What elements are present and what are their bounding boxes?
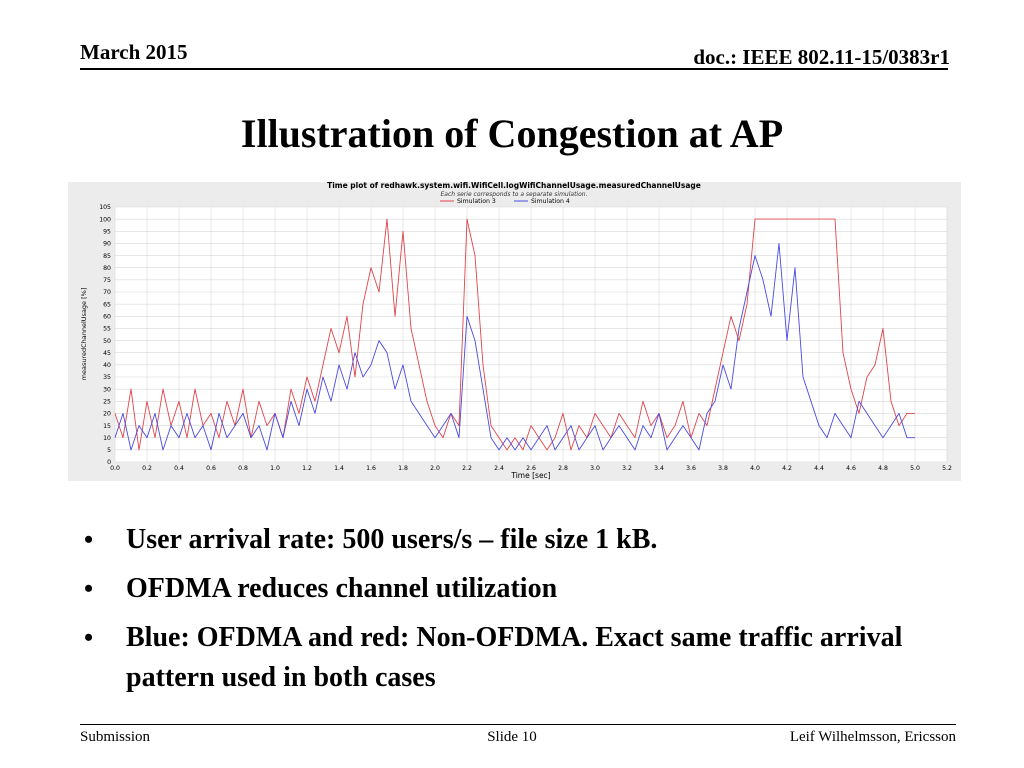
x-tick-label: 4.0 [750,465,760,472]
x-tick-label: 0.2 [142,465,152,472]
y-tick-label: 60 [103,313,111,320]
y-tick-label: 10 [103,435,111,442]
y-tick-label: 90 [103,241,111,248]
bullet-text: User arrival rate: 500 users/s – file si… [126,524,658,555]
x-axis-label: Time [sec] [510,471,550,480]
x-tick-label: 0.6 [206,465,216,472]
x-tick-label: 2.4 [494,465,504,472]
x-tick-label: 4.8 [878,465,888,472]
legend-label: Simulation 4 [531,198,570,205]
bullet-item: • Blue: OFDMA and red: Non-OFDMA. Exact … [84,618,944,698]
chart-title: Time plot of redhawk.system.wifi.WifiCel… [327,182,701,190]
series-line-1 [114,218,915,451]
legend-label: Simulation 3 [457,198,496,205]
y-tick-label: 30 [103,386,111,393]
y-tick-label: 70 [103,289,111,296]
y-tick-label: 45 [103,350,111,357]
y-tick-label: 50 [103,338,111,345]
y-ticks: 0 5 10 15 20 25 30 35 40 45 50 55 60 65 70 75 80 85 90 95 10… [99,204,111,466]
y-tick-label: 35 [103,374,111,381]
y-tick-label: 75 [103,277,111,284]
x-tick-label: 0.8 [238,465,248,472]
header-rule [80,68,948,70]
x-tick-label: 5.2 [942,465,952,472]
x-tick-label: 4.4 [814,465,824,472]
x-tick-label: 4.6 [846,465,856,472]
x-tick-label: 2.8 [558,465,568,472]
y-tick-label: 55 [103,326,111,333]
bullet-item: • OFDMA reduces channel utilization [84,569,944,609]
header-doc-id: doc.: IEEE 802.11-15/0383r1 [693,45,950,69]
footer-rule [80,724,956,725]
x-tick-label: 1.0 [270,465,280,472]
bullet-dot-icon: • [84,623,94,652]
x-tick-label: 2.2 [462,465,472,472]
time-plot-chart: Time plot of redhawk.system.wifi.WifiCel… [80,182,952,480]
x-tick-label: 1.4 [334,465,344,472]
series-group [114,218,915,451]
x-tick-label: 0.4 [174,465,184,472]
y-tick-label: 20 [103,411,111,418]
x-tick-label: 2.6 [526,465,536,472]
y-tick-label: 105 [99,204,111,211]
footer-submission: Submission [80,729,151,745]
y-tick-label: 0 [107,459,111,466]
x-tick-label: 1.6 [366,465,376,472]
x-tick-label: 3.6 [686,465,696,472]
y-tick-label: 25 [103,398,111,405]
x-tick-label: 5.0 [910,465,920,472]
bullet-text: OFDMA reduces channel utilization [126,573,558,604]
y-tick-label: 65 [103,301,111,308]
x-tick-label: 4.2 [782,465,792,472]
x-tick-label: 1.2 [302,465,312,472]
bullet-list: • User arrival rate: 500 users/s – file … [84,520,944,707]
chart-legend: Simulation 3 Simulation 4 [440,198,570,205]
y-tick-label: 95 [103,228,111,235]
y-tick-label: 80 [103,265,111,272]
x-tick-label: 0.0 [110,465,120,472]
bullet-item: • User arrival rate: 500 users/s – file … [84,520,944,560]
x-tick-label: 3.2 [622,465,632,472]
x-tick-label: 2.0 [430,465,440,472]
x-tick-label: 3.4 [654,465,664,472]
series-line-2 [114,242,915,451]
x-tick-label: 1.8 [398,465,408,472]
grid [114,206,948,463]
bullet-text: Blue: OFDMA and red: Non-OFDMA. Exact sa… [126,622,903,693]
slide-title: Illustration of Congestion at AP [240,111,784,156]
x-tick-label: 3.0 [590,465,600,472]
footer-slide-number: Slide 10 [487,729,537,745]
x-tick-label: 3.8 [718,465,728,472]
x-ticks: 0.0 0.2 0.4 0.6 0.8 1.0 1.2 1.4 1.6 1.8 2.0 2.2 2.4 2… [110,465,952,472]
y-tick-label: 40 [103,362,111,369]
y-tick-label: 15 [103,423,111,430]
y-tick-label: 85 [103,253,111,260]
chart-subtitle: Each serie corresponds to a separate sim… [441,191,588,198]
y-tick-label: 100 [99,216,111,223]
bullet-dot-icon: • [84,574,94,603]
footer-author: Leif Wilhelmsson, Ericsson [789,729,956,745]
header-date: March 2015 [80,40,188,64]
y-tick-label: 5 [107,447,111,454]
chart-image: Time plot of redhawk.system.wifi.WifiCel… [68,182,961,481]
y-axis-label: measuredChannelUsage [%] [80,288,88,381]
bullet-dot-icon: • [84,525,94,554]
